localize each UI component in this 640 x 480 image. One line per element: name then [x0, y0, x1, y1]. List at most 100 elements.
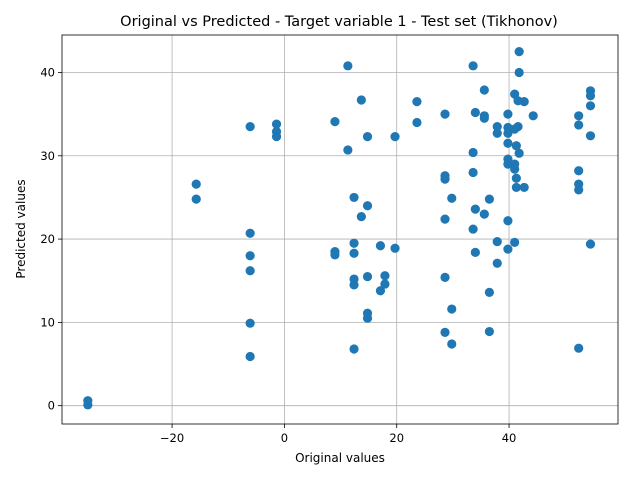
x-tick-label: −20	[160, 431, 184, 445]
data-point	[492, 258, 502, 268]
data-point	[440, 272, 450, 282]
data-point	[513, 122, 523, 132]
data-point	[514, 47, 524, 57]
data-point	[349, 344, 359, 354]
data-point	[492, 236, 502, 247]
data-point	[484, 194, 494, 204]
data-point	[479, 85, 489, 95]
data-point	[492, 128, 502, 138]
data-point	[484, 326, 494, 337]
data-point	[519, 182, 529, 193]
data-point	[470, 247, 480, 258]
data-point	[375, 286, 386, 296]
data-point	[503, 109, 513, 119]
data-point	[412, 97, 422, 107]
data-point	[574, 185, 584, 195]
y-axis-label: Predicted values	[14, 179, 28, 278]
data-point	[503, 128, 513, 138]
data-point	[470, 204, 480, 214]
data-point	[390, 243, 400, 253]
data-point	[440, 109, 450, 119]
data-point	[271, 132, 282, 142]
data-point	[356, 211, 366, 222]
data-point	[574, 120, 584, 130]
data-point	[343, 145, 353, 155]
data-point	[362, 313, 373, 323]
chart-title: Original vs Predicted - Target variable …	[120, 14, 558, 30]
data-point	[245, 228, 255, 238]
y-tick-label: 10	[40, 315, 55, 329]
x-tick-label: 40	[502, 431, 517, 445]
x-tick-label: 0	[281, 431, 288, 445]
x-tick-label: 20	[389, 431, 404, 445]
data-point	[503, 244, 513, 254]
data-point	[349, 248, 359, 258]
data-points	[83, 47, 596, 410]
data-point	[330, 250, 340, 260]
data-point	[574, 343, 584, 353]
data-point	[574, 111, 584, 121]
data-point	[528, 111, 538, 121]
data-point	[585, 131, 596, 141]
y-tick-label: 0	[48, 399, 55, 413]
y-tick-label: 30	[40, 149, 55, 163]
y-axis-ticks: 0 10 20 30 40	[40, 65, 62, 413]
data-point	[511, 141, 521, 151]
data-point	[362, 271, 373, 282]
data-point	[245, 266, 255, 276]
data-point	[510, 237, 520, 248]
data-point	[447, 304, 457, 314]
data-point	[585, 239, 596, 249]
data-point	[83, 396, 93, 406]
data-point	[271, 119, 282, 129]
data-point	[470, 107, 480, 118]
y-tick-label: 20	[40, 232, 55, 246]
data-point	[492, 122, 502, 132]
data-point	[191, 194, 201, 204]
data-point	[343, 61, 353, 71]
y-tick-label: 40	[40, 65, 55, 79]
data-point	[447, 339, 457, 349]
data-point	[484, 287, 494, 297]
data-point	[514, 67, 524, 78]
data-point	[585, 101, 596, 111]
data-point	[519, 97, 529, 107]
data-point	[514, 148, 524, 158]
data-point	[468, 61, 478, 71]
grid-lines	[62, 35, 618, 424]
data-point	[380, 279, 390, 289]
data-point	[380, 271, 390, 281]
data-point	[245, 318, 255, 328]
data-point	[468, 147, 478, 158]
data-point	[468, 224, 478, 234]
data-point	[440, 214, 450, 224]
data-point	[330, 117, 340, 127]
data-point	[390, 132, 400, 142]
data-point	[356, 95, 366, 105]
data-point	[479, 209, 489, 219]
data-point	[349, 238, 359, 248]
data-point	[585, 91, 596, 101]
x-axis-ticks: −20 0 20 40	[160, 424, 516, 445]
data-point	[468, 167, 478, 178]
x-axis-label: Original values	[295, 451, 385, 465]
data-point	[412, 117, 422, 128]
data-point	[362, 132, 373, 142]
data-point	[574, 166, 584, 176]
data-point	[440, 327, 450, 337]
data-point	[503, 138, 513, 148]
data-point	[510, 164, 520, 174]
data-point	[447, 193, 457, 203]
data-point	[245, 351, 255, 362]
data-point	[362, 201, 373, 211]
data-point	[503, 159, 513, 169]
data-point	[191, 179, 201, 189]
data-point	[511, 182, 521, 193]
data-point	[503, 216, 513, 226]
data-point	[479, 113, 489, 123]
data-point	[349, 192, 359, 203]
data-point	[511, 173, 521, 183]
data-point	[440, 174, 450, 184]
data-point	[375, 241, 386, 251]
